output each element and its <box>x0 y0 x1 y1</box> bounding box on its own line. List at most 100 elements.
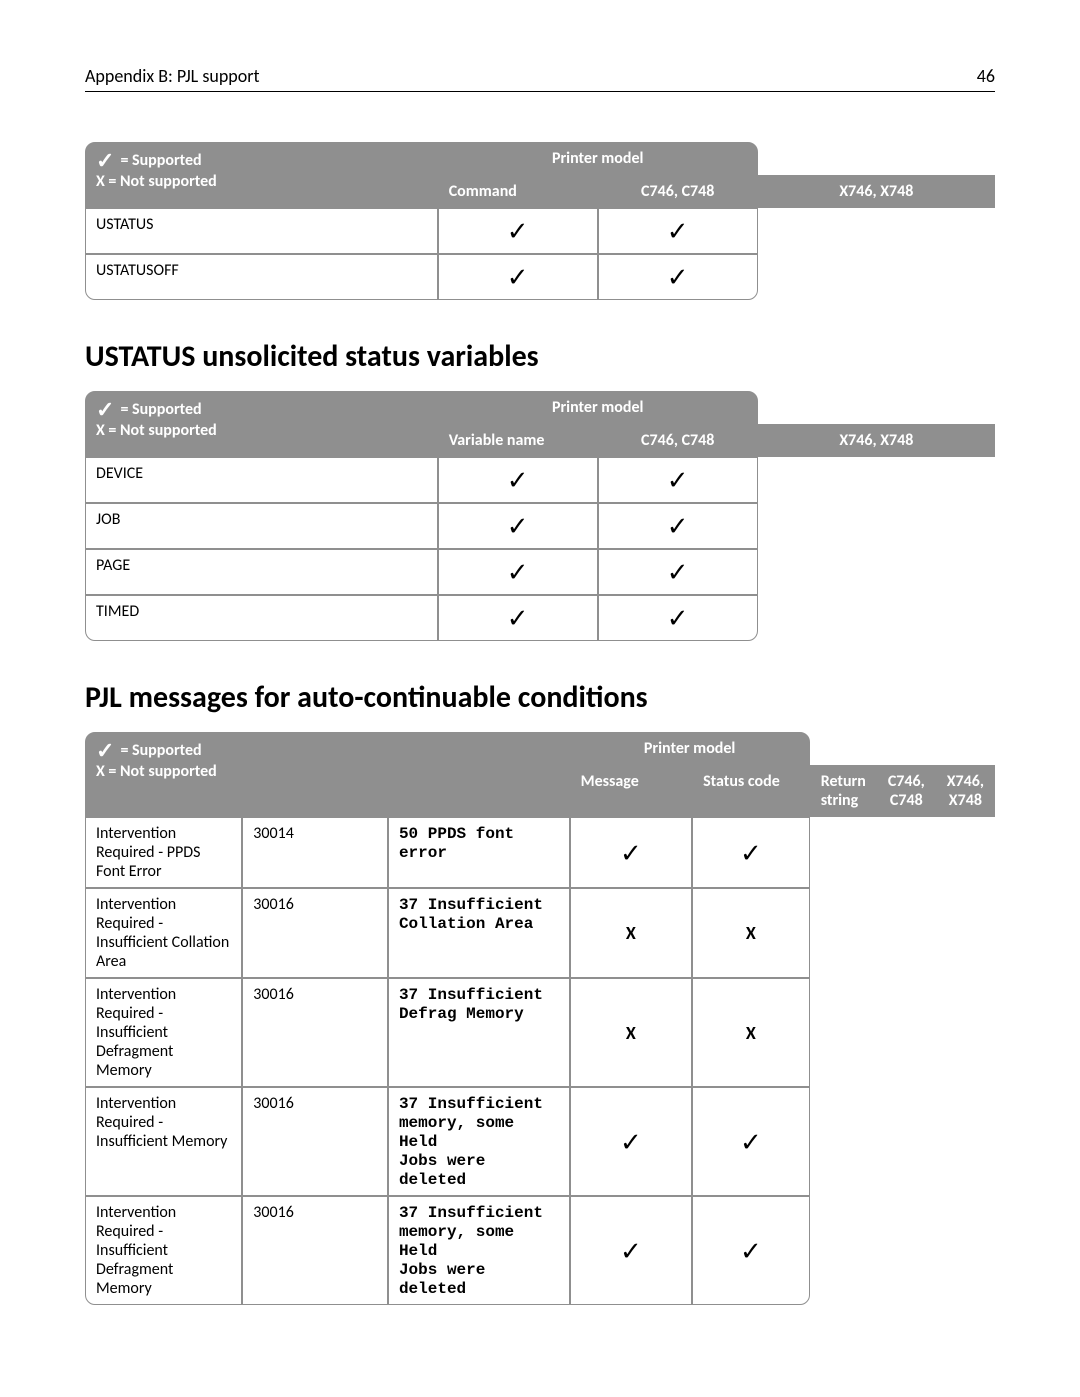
status-code-cell: 30016 <box>242 1196 388 1305</box>
model-col-a: C746, C748 <box>598 424 758 457</box>
check-icon: ✓ <box>740 837 762 869</box>
table-row: USTATUSOFF ✓ ✓ <box>85 254 995 300</box>
support-cell: ✓ <box>598 503 758 549</box>
return-string-cell: 37 Insufficient memory, some Held Jobs w… <box>388 1196 570 1305</box>
check-icon: ✓ <box>667 464 689 496</box>
message-cell: Intervention Required - Insufficient Col… <box>85 888 242 978</box>
section-heading: PJL messages for auto-continuable condit… <box>85 679 995 716</box>
model-col-a: C746, C748 <box>877 765 936 817</box>
legend-cell: ✓ = Supported X = Not supported <box>85 732 570 817</box>
table-row: Intervention Required - Insufficient Def… <box>85 978 995 1087</box>
legend-supported: = Supported <box>120 741 201 760</box>
table-row: PAGE ✓ ✓ <box>85 549 995 595</box>
check-icon: ✓ <box>667 261 689 293</box>
check-icon: ✓ <box>96 742 114 760</box>
support-cell: ✓ <box>438 254 598 300</box>
check-icon: ✓ <box>507 510 529 542</box>
row-name: USTATUSOFF <box>85 254 438 300</box>
x-icon: X <box>746 1022 756 1044</box>
legend-cell: ✓ = Supported X = Not supported <box>85 391 438 457</box>
legend-supported: = Supported <box>120 400 201 419</box>
x-icon: X <box>626 1022 636 1044</box>
variables-table: ✓ = Supported X = Not supported Printer … <box>85 391 995 641</box>
row-name: PAGE <box>85 549 438 595</box>
check-icon: ✓ <box>620 1126 642 1158</box>
status-code-cell: 30016 <box>242 888 388 978</box>
page-header: Appendix B: PJL support 46 <box>85 65 995 92</box>
check-icon: ✓ <box>667 215 689 247</box>
legend-not-supported: X = Not supported <box>96 762 217 781</box>
table-row: Intervention Required - Insufficient Mem… <box>85 1087 995 1196</box>
message-cell: Intervention Required - Insufficient Def… <box>85 1196 242 1305</box>
table-row: DEVICE✓✓ <box>85 457 995 503</box>
support-cell: ✓ <box>598 254 758 300</box>
check-icon: ✓ <box>620 837 642 869</box>
return-string-cell: 37 Insufficient Defrag Memory <box>388 978 570 1087</box>
check-icon: ✓ <box>740 1235 762 1267</box>
support-cell: X <box>570 888 693 978</box>
table-row: JOB ✓ ✓ <box>85 503 995 549</box>
message-cell: Intervention Required - Insufficient Mem… <box>85 1087 242 1196</box>
support-cell: ✓ <box>692 817 810 888</box>
support-cell: X <box>692 978 810 1087</box>
return-string-cell: 37 Insufficient memory, some Held Jobs w… <box>388 1087 570 1196</box>
support-cell: ✓ <box>598 208 758 254</box>
check-icon: ✓ <box>620 1235 642 1267</box>
check-icon: ✓ <box>96 401 114 419</box>
column-header: Variable name <box>438 424 598 457</box>
support-cell: ✓ <box>438 503 598 549</box>
x-icon: X <box>626 922 636 944</box>
commands-table: ✓ = Supported X = Not supported Printer … <box>85 142 995 300</box>
support-cell: ✓ <box>438 208 598 254</box>
return-string-cell: 50 PPDS font error <box>388 817 570 888</box>
support-cell: ✓ <box>692 1087 810 1196</box>
header-left: Appendix B: PJL support <box>85 65 260 87</box>
messages-tbody: Intervention Required - PPDS Font Error3… <box>85 817 995 1305</box>
support-cell: ✓ <box>570 1196 693 1305</box>
status-code-cell: 30016 <box>242 1087 388 1196</box>
legend-cell: ✓ = Supported X = Not supported <box>85 142 438 208</box>
model-col-b: X746, X748 <box>758 424 995 457</box>
section-heading: USTATUS unsolicited status variables <box>85 338 995 375</box>
col-ret: Return string <box>810 765 877 817</box>
x-icon: X <box>746 922 756 944</box>
support-cell: ✓ <box>692 1196 810 1305</box>
support-cell: X <box>692 888 810 978</box>
model-col-a: C746, C748 <box>598 175 758 208</box>
commands-tbody: USTATUS ✓ ✓ USTATUSOFF ✓ ✓ <box>85 208 995 300</box>
table-row: TIMED✓✓ <box>85 595 995 641</box>
col-code: Status code <box>692 765 810 817</box>
printer-model-header: Printer model <box>438 142 758 175</box>
status-code-cell: 30016 <box>242 978 388 1087</box>
check-icon: ✓ <box>96 152 114 170</box>
table-row: Intervention Required - Insufficient Col… <box>85 888 995 978</box>
legend-supported: = Supported <box>120 151 201 170</box>
row-name: DEVICE <box>85 457 438 503</box>
page: Appendix B: PJL support 46 ✓ = Supported… <box>0 0 1080 1397</box>
check-icon: ✓ <box>507 261 529 293</box>
legend-not-supported: X = Not supported <box>96 421 217 440</box>
support-cell: ✓ <box>570 817 693 888</box>
check-icon: ✓ <box>507 556 529 588</box>
printer-model-header: Printer model <box>438 391 758 424</box>
col-msg: Message <box>570 765 693 817</box>
table-row: Intervention Required - PPDS Font Error3… <box>85 817 995 888</box>
table-row: Intervention Required - Insufficient Def… <box>85 1196 995 1305</box>
table-row: USTATUS ✓ ✓ <box>85 208 995 254</box>
variables-tbody: DEVICE✓✓JOB✓✓PAGE✓✓TIMED✓✓ <box>85 457 995 641</box>
return-string-cell: 37 Insufficient Collation Area <box>388 888 570 978</box>
check-icon: ✓ <box>507 215 529 247</box>
model-col-b: X746, X748 <box>758 175 995 208</box>
check-icon: ✓ <box>667 510 689 542</box>
support-cell: ✓ <box>598 595 758 641</box>
status-code-cell: 30014 <box>242 817 388 888</box>
support-cell: ✓ <box>438 595 598 641</box>
check-icon: ✓ <box>667 556 689 588</box>
row-name: USTATUS <box>85 208 438 254</box>
row-name: JOB <box>85 503 438 549</box>
message-cell: Intervention Required - Insufficient Def… <box>85 978 242 1087</box>
support-cell: ✓ <box>598 457 758 503</box>
message-cell: Intervention Required - PPDS Font Error <box>85 817 242 888</box>
legend-not-supported: X = Not supported <box>96 172 217 191</box>
support-cell: X <box>570 978 693 1087</box>
